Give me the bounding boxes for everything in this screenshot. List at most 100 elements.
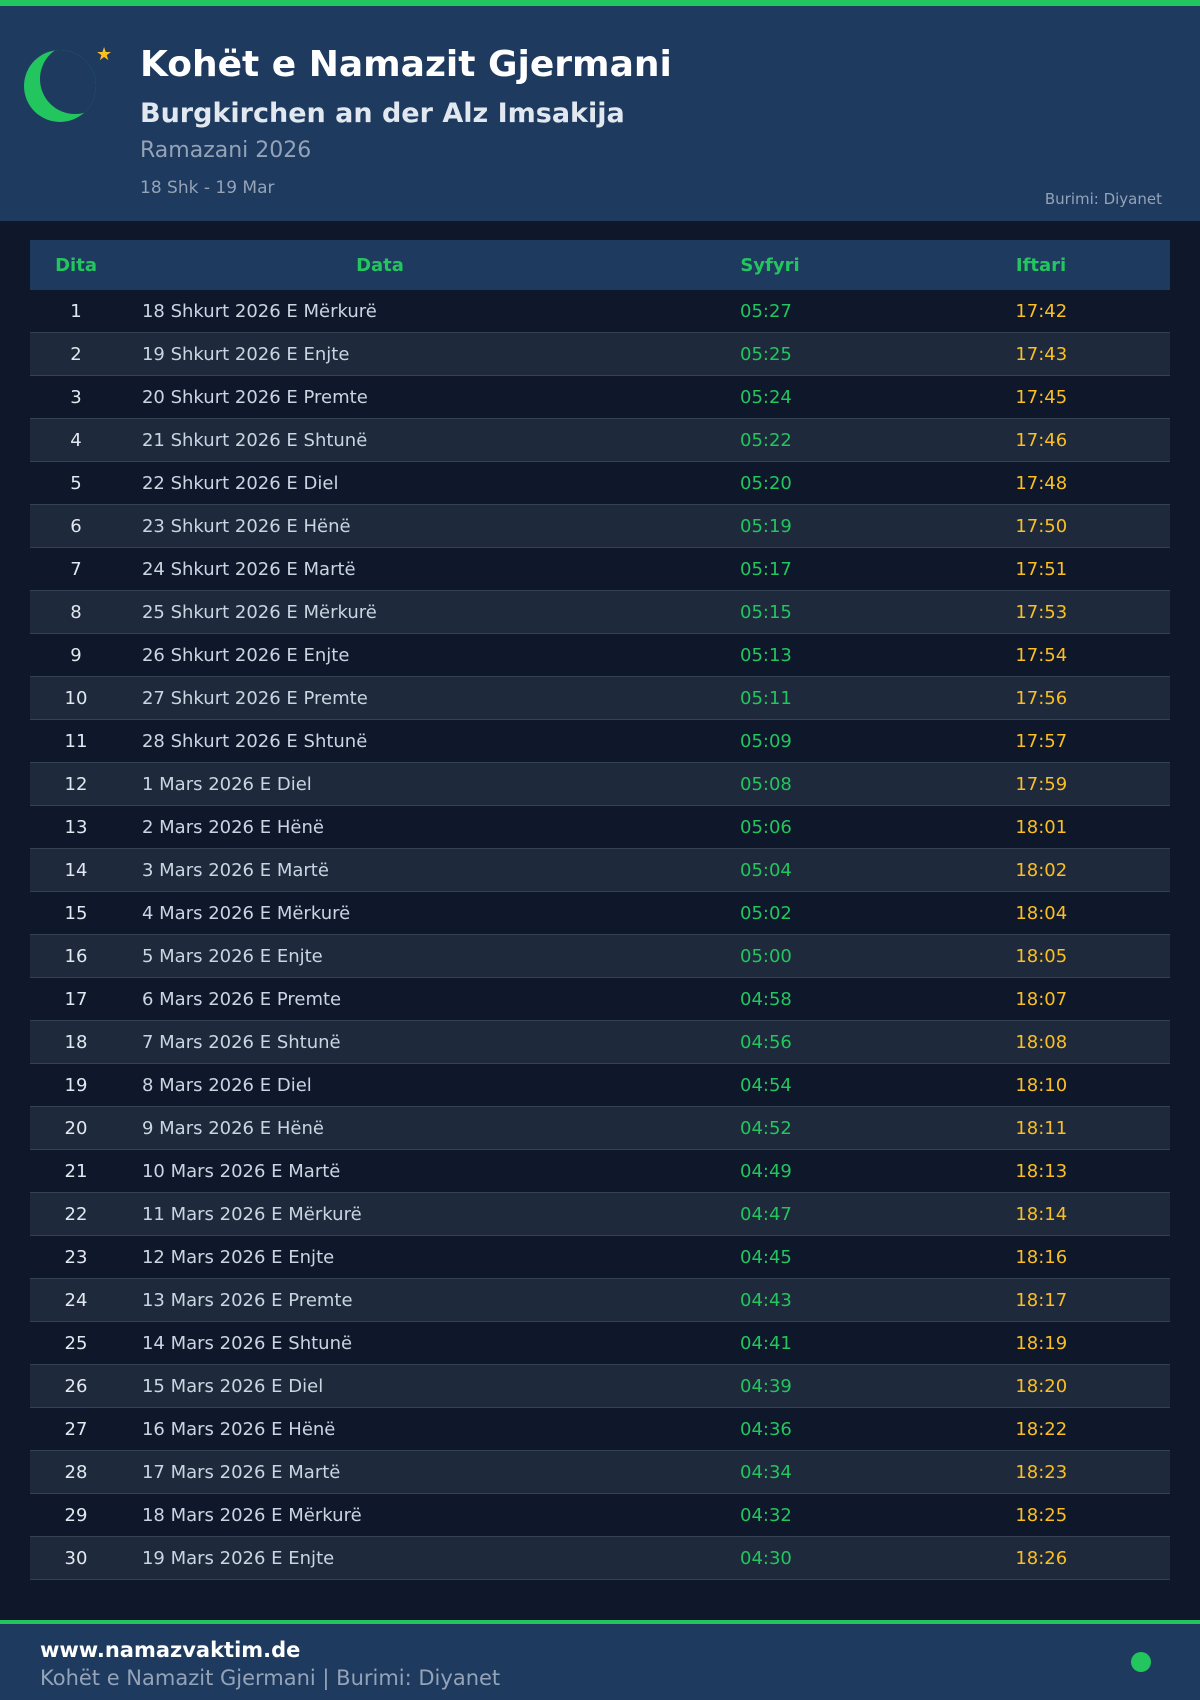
iftar-time-cell: 17:57	[1015, 730, 1068, 752]
date-cell: 13 Mars 2026 E Premte	[141, 1289, 353, 1311]
table-row: 11 28 Shkurt 2026 E Shtunë 05:09 17:57	[30, 720, 1170, 763]
suhoor-time-cell: 05:11	[740, 687, 792, 709]
date-range: 18 Shk - 19 Mar	[140, 178, 275, 198]
date-cell: 19 Shkurt 2026 E Enjte	[141, 343, 350, 365]
table-row: 2 19 Shkurt 2026 E Enjte 05:25 17:43	[30, 333, 1170, 376]
table-row: 4 21 Shkurt 2026 E Shtunë 05:22 17:46	[30, 419, 1170, 462]
day-cell: 9	[70, 644, 82, 666]
day-cell: 16	[64, 945, 88, 967]
iftar-time-cell: 18:14	[1015, 1203, 1068, 1225]
iftar-time-cell: 17:51	[1015, 558, 1068, 580]
header: ★ Kohët e Namazit Gjermani Burgkirchen a…	[0, 6, 1200, 221]
day-cell: 10	[64, 687, 88, 709]
iftar-time-cell: 18:13	[1015, 1160, 1068, 1182]
day-cell: 11	[64, 730, 88, 752]
suhoor-time-cell: 04:30	[740, 1547, 792, 1569]
suhoor-time-cell: 04:52	[740, 1117, 792, 1139]
iftar-time-cell: 18:20	[1015, 1375, 1068, 1397]
iftar-time-cell: 17:48	[1015, 472, 1068, 494]
date-cell: 26 Shkurt 2026 E Enjte	[141, 644, 350, 666]
column-header-day: Dita	[55, 254, 97, 276]
table-row: 3 20 Shkurt 2026 E Premte 05:24 17:45	[30, 376, 1170, 419]
table-row: 25 14 Mars 2026 E Shtunë 04:41 18:19	[30, 1322, 1170, 1365]
iftar-time-cell: 18:23	[1015, 1461, 1068, 1483]
table-row: 13 2 Mars 2026 E Hënë 05:06 18:01	[30, 806, 1170, 849]
suhoor-time-cell: 05:08	[740, 773, 792, 795]
day-cell: 20	[64, 1117, 88, 1139]
date-cell: 12 Mars 2026 E Enjte	[141, 1246, 335, 1268]
table-row: 16 5 Mars 2026 E Enjte 05:00 18:05	[30, 935, 1170, 978]
date-cell: 19 Mars 2026 E Enjte	[141, 1547, 335, 1569]
date-cell: 23 Shkurt 2026 E Hënë	[141, 515, 351, 537]
day-cell: 12	[64, 773, 88, 795]
column-header-iftar: Iftari	[1015, 254, 1067, 276]
day-cell: 14	[64, 859, 88, 881]
footer-accent-line	[0, 1620, 1200, 1624]
table-row: 17 6 Mars 2026 E Premte 04:58 18:07	[30, 978, 1170, 1021]
suhoor-time-cell: 04:47	[740, 1203, 792, 1225]
iftar-time-cell: 17:56	[1015, 687, 1068, 709]
day-cell: 15	[64, 902, 88, 924]
date-cell: 1 Mars 2026 E Diel	[141, 773, 312, 795]
date-cell: 22 Shkurt 2026 E Diel	[141, 472, 339, 494]
day-cell: 27	[64, 1418, 88, 1440]
table-row: 21 10 Mars 2026 E Martë 04:49 18:13	[30, 1150, 1170, 1193]
date-cell: 7 Mars 2026 E Shtunë	[141, 1031, 341, 1053]
suhoor-time-cell: 05:19	[740, 515, 792, 537]
suhoor-time-cell: 04:36	[740, 1418, 792, 1440]
iftar-time-cell: 18:22	[1015, 1418, 1068, 1440]
date-cell: 25 Shkurt 2026 E Mërkurë	[141, 601, 377, 623]
date-cell: 16 Mars 2026 E Hënë	[141, 1418, 336, 1440]
suhoor-time-cell: 05:27	[740, 300, 792, 322]
suhoor-time-cell: 04:43	[740, 1289, 792, 1311]
day-cell: 8	[70, 601, 82, 623]
table-row: 5 22 Shkurt 2026 E Diel 05:20 17:48	[30, 462, 1170, 505]
day-cell: 1	[70, 300, 82, 322]
date-cell: 3 Mars 2026 E Martë	[141, 859, 329, 881]
iftar-time-cell: 17:46	[1015, 429, 1068, 451]
day-cell: 6	[70, 515, 82, 537]
iftar-time-cell: 18:19	[1015, 1332, 1068, 1354]
iftar-time-cell: 18:26	[1015, 1547, 1068, 1569]
table-row: 20 9 Mars 2026 E Hënë 04:52 18:11	[30, 1107, 1170, 1150]
iftar-time-cell: 17:43	[1015, 343, 1068, 365]
iftar-time-cell: 18:08	[1015, 1031, 1068, 1053]
iftar-time-cell: 18:04	[1015, 902, 1068, 924]
table-row: 23 12 Mars 2026 E Enjte 04:45 18:16	[30, 1236, 1170, 1279]
day-cell: 17	[64, 988, 88, 1010]
date-cell: 2 Mars 2026 E Hënë	[141, 816, 324, 838]
suhoor-time-cell: 04:56	[740, 1031, 792, 1053]
star-icon: ★	[96, 44, 113, 65]
table-row: 19 8 Mars 2026 E Diel 04:54 18:10	[30, 1064, 1170, 1107]
imsakiye-table: Dita Data Syfyri Iftari 1 18 Shkurt 2026 …	[30, 240, 1170, 1580]
table-row: 6 23 Shkurt 2026 E Hënë 05:19 17:50	[30, 505, 1170, 548]
iftar-time-cell: 18:10	[1015, 1074, 1068, 1096]
suhoor-time-cell: 04:54	[740, 1074, 792, 1096]
day-cell: 21	[64, 1160, 88, 1182]
footer-website-link[interactable]: www.namazvaktim.de	[40, 1638, 301, 1662]
footer: www.namazvaktim.de Kohët e Namazit Gjerm…	[0, 1624, 1200, 1700]
table-row: 14 3 Mars 2026 E Martë 05:04 18:02	[30, 849, 1170, 892]
suhoor-time-cell: 05:24	[740, 386, 792, 408]
suhoor-time-cell: 05:22	[740, 429, 792, 451]
date-cell: 21 Shkurt 2026 E Shtunë	[141, 429, 368, 451]
iftar-time-cell: 18:05	[1015, 945, 1068, 967]
table-row: 1 18 Shkurt 2026 E Mërkurë 05:27 17:42	[30, 290, 1170, 333]
suhoor-time-cell: 04:41	[740, 1332, 792, 1354]
iftar-time-cell: 18:17	[1015, 1289, 1068, 1311]
day-cell: 23	[64, 1246, 88, 1268]
top-accent-bar	[0, 0, 1200, 6]
date-cell: 14 Mars 2026 E Shtunë	[141, 1332, 353, 1354]
date-cell: 10 Mars 2026 E Martë	[141, 1160, 341, 1182]
table-row: 27 16 Mars 2026 E Hënë 04:36 18:22	[30, 1408, 1170, 1451]
source-label: Burimi: Diyanet	[1044, 190, 1162, 208]
table-row: 8 25 Shkurt 2026 E Mërkurë 05:15 17:53	[30, 591, 1170, 634]
iftar-time-cell: 17:50	[1015, 515, 1068, 537]
day-cell: 30	[64, 1547, 88, 1569]
day-cell: 2	[70, 343, 82, 365]
page-title: Kohët e Namazit Gjermani	[140, 44, 672, 85]
table-row: 26 15 Mars 2026 E Diel 04:39 18:20	[30, 1365, 1170, 1408]
suhoor-time-cell: 04:34	[740, 1461, 792, 1483]
table-row: 24 13 Mars 2026 E Premte 04:43 18:17	[30, 1279, 1170, 1322]
date-cell: 20 Shkurt 2026 E Premte	[141, 386, 368, 408]
